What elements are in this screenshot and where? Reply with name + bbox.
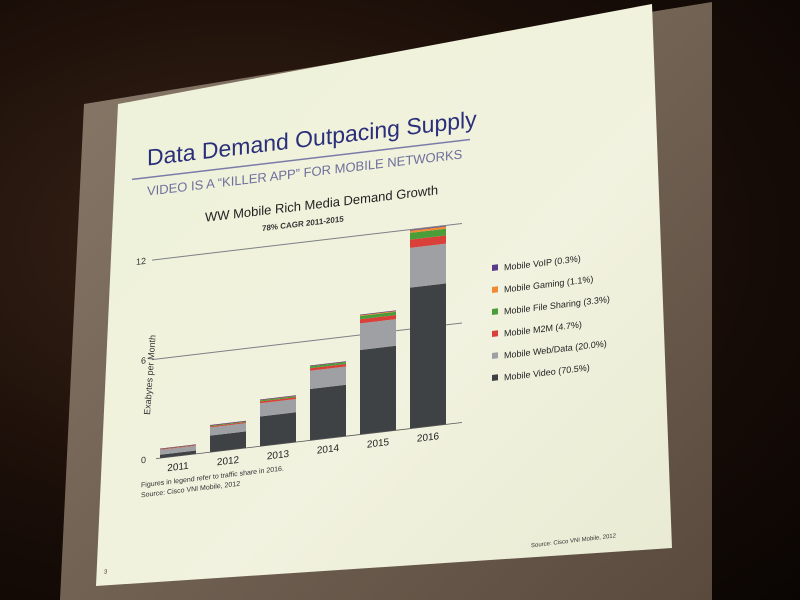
bar-segment — [310, 364, 346, 371]
bar-segment — [310, 362, 346, 369]
bar-segment — [160, 450, 196, 459]
bar-segment — [360, 315, 396, 324]
bar-segment — [160, 444, 196, 450]
bar-segment — [410, 243, 446, 288]
bar-segment — [260, 397, 296, 404]
legend-swatch — [492, 308, 498, 315]
bar-segment — [410, 226, 446, 233]
legend-swatch — [492, 374, 498, 381]
bar-segment — [410, 283, 446, 429]
bar-segment — [410, 228, 446, 240]
bar-segment — [160, 445, 196, 450]
bar-segment — [210, 422, 246, 428]
bar-segment — [410, 225, 446, 231]
bar-segment — [260, 395, 296, 401]
legend-swatch — [492, 330, 498, 337]
bar-segment — [260, 395, 296, 402]
bar-segment — [360, 319, 396, 350]
y-tick-label: 12 — [136, 256, 146, 267]
bar-segment — [360, 345, 396, 435]
legend-swatch — [492, 352, 498, 359]
x-tick-label: 2013 — [267, 449, 290, 463]
x-tick-label: 2016 — [417, 431, 440, 445]
page-number: 3 — [104, 569, 108, 575]
legend-swatch — [492, 264, 498, 271]
x-axis-line — [156, 422, 462, 459]
bar-segment — [410, 235, 446, 248]
y-tick-label: 0 — [141, 455, 146, 466]
bar-segment — [160, 445, 196, 455]
legend-swatch — [492, 286, 498, 293]
bar-segment — [210, 423, 246, 436]
bar-segment — [210, 431, 246, 453]
bar-segment — [360, 311, 396, 320]
bar-segment — [310, 361, 346, 367]
x-tick-label: 2011 — [167, 461, 189, 475]
bar-segment — [360, 310, 396, 316]
bar-segment — [310, 366, 346, 390]
bar-segment — [260, 398, 296, 417]
x-tick-label: 2015 — [367, 437, 390, 451]
title-underline — [132, 138, 470, 181]
bar-segment — [260, 412, 296, 447]
x-tick-label: 2012 — [217, 455, 240, 469]
x-tick-label: 2014 — [317, 443, 340, 457]
bar-segment — [310, 384, 346, 441]
y-tick-label: 6 — [141, 355, 146, 366]
gridline — [152, 222, 462, 261]
bar-segment — [210, 420, 246, 426]
